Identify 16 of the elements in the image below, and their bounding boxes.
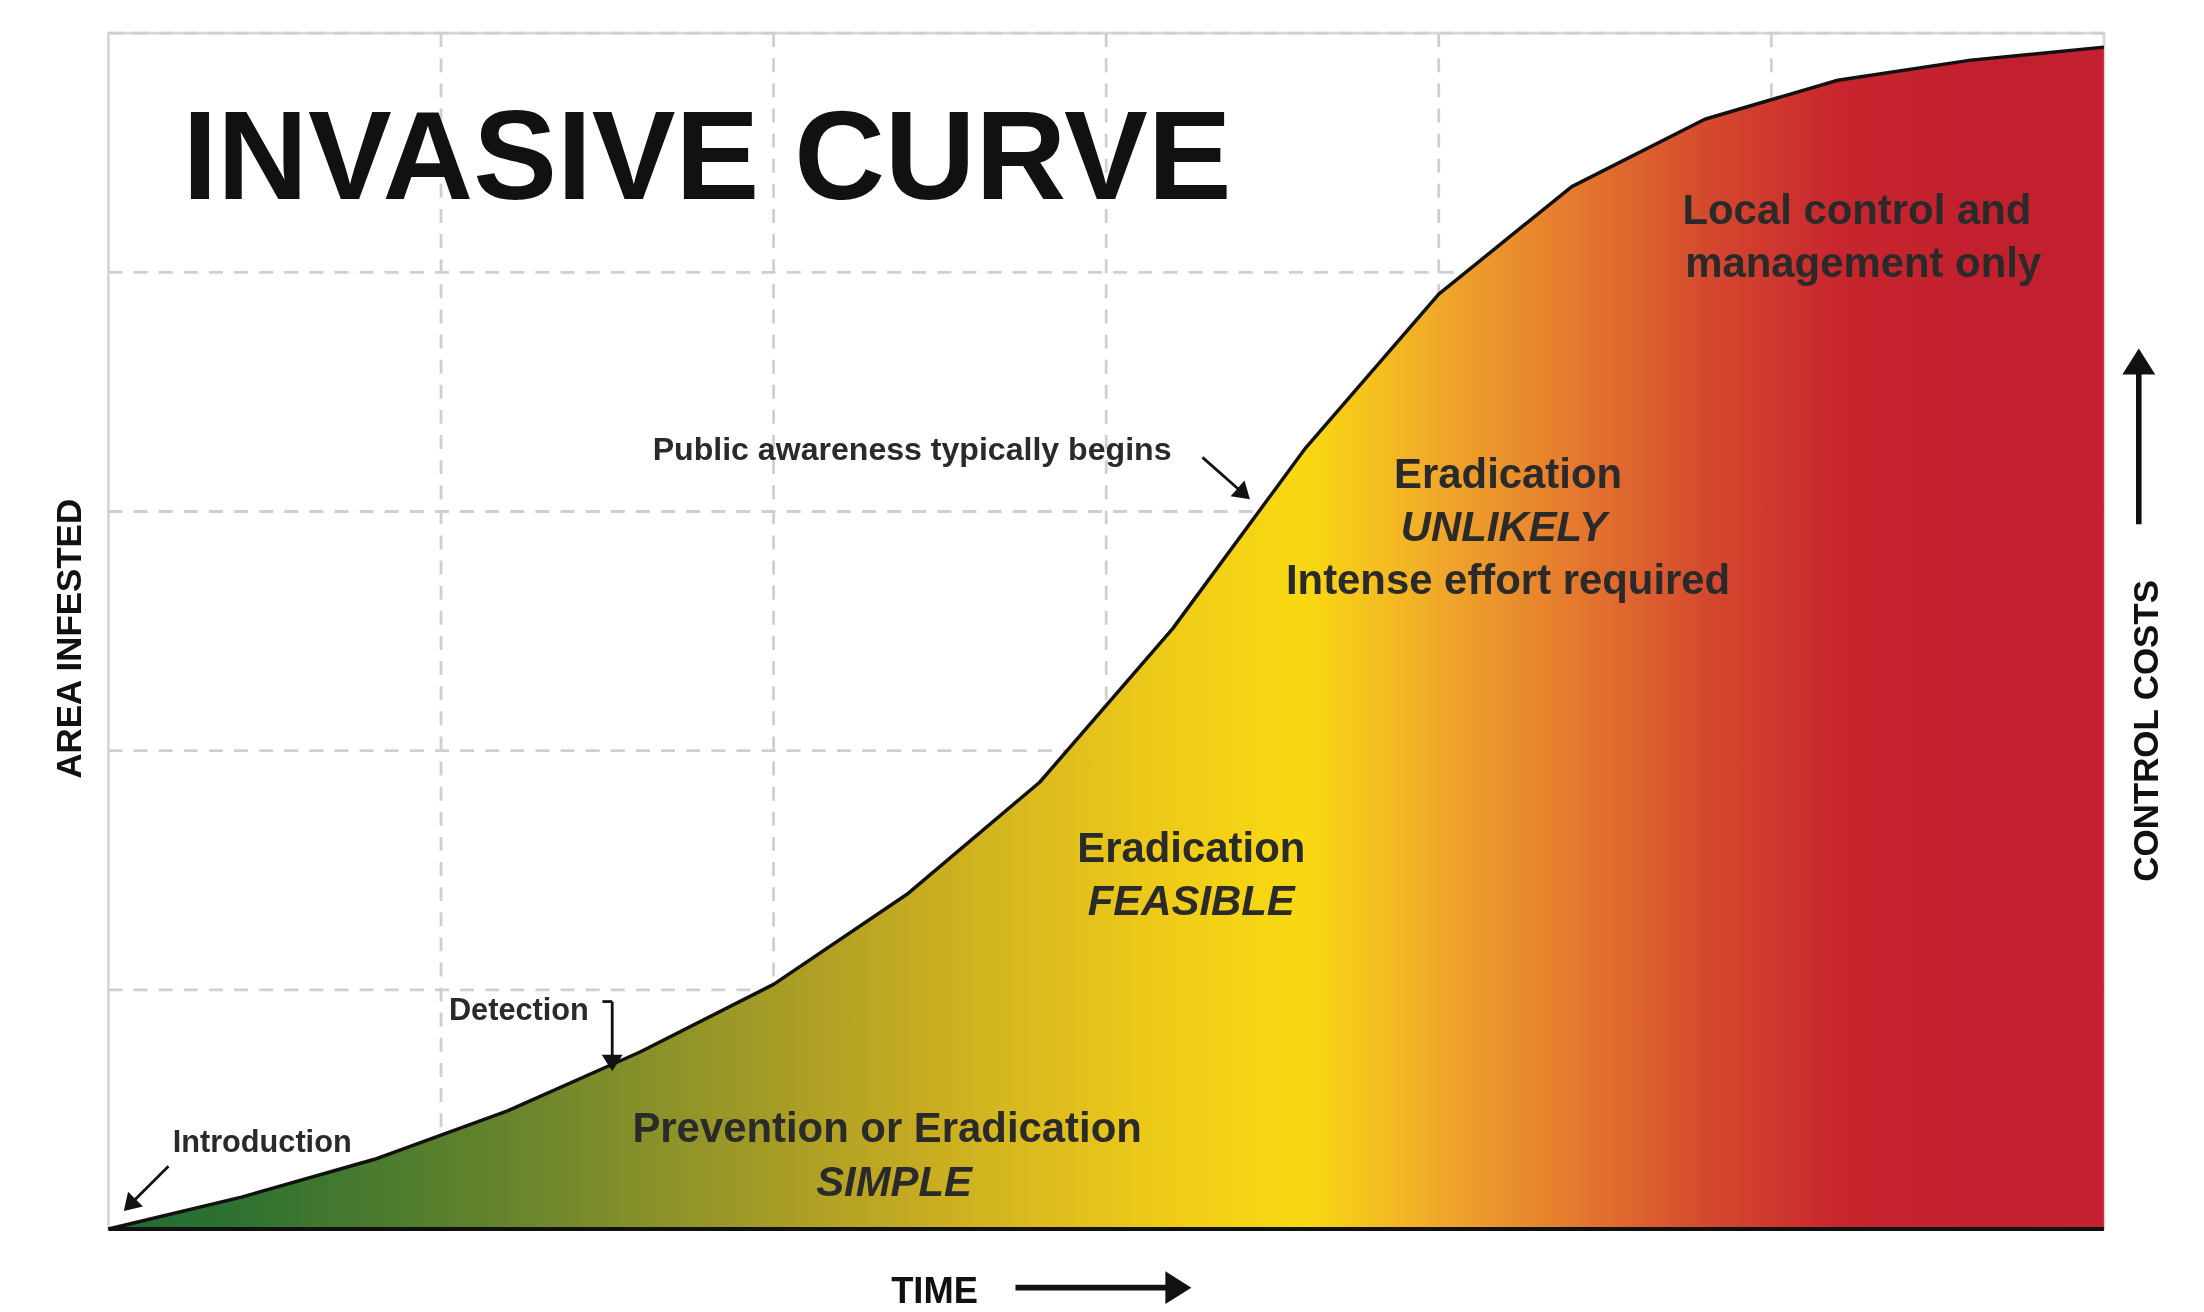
y2-axis-title: CONTROL COSTS <box>2126 580 2166 882</box>
annotation: Introduction <box>172 1124 352 1160</box>
annotation: Intense effort required <box>1285 556 1731 604</box>
annotation: Eradication <box>1394 450 1623 498</box>
y-axis-title: AREA INFESTED <box>48 498 88 779</box>
x-axis-title: TIME <box>891 1269 978 1311</box>
annotation: Public awareness typically begins <box>652 431 1172 468</box>
annotation: UNLIKELY <box>1400 503 1612 551</box>
annotation: Prevention or Eradication <box>632 1104 1142 1152</box>
annotation: FEASIBLE <box>1087 877 1296 925</box>
annotation: Local control and <box>1682 186 2032 234</box>
annotation: Eradication <box>1077 824 1306 872</box>
annotation: Detection <box>448 991 589 1027</box>
annotation: SIMPLE <box>816 1157 974 1205</box>
chart-title: INVASIVE CURVE <box>182 85 1232 227</box>
annotation: management only <box>1685 239 2042 287</box>
